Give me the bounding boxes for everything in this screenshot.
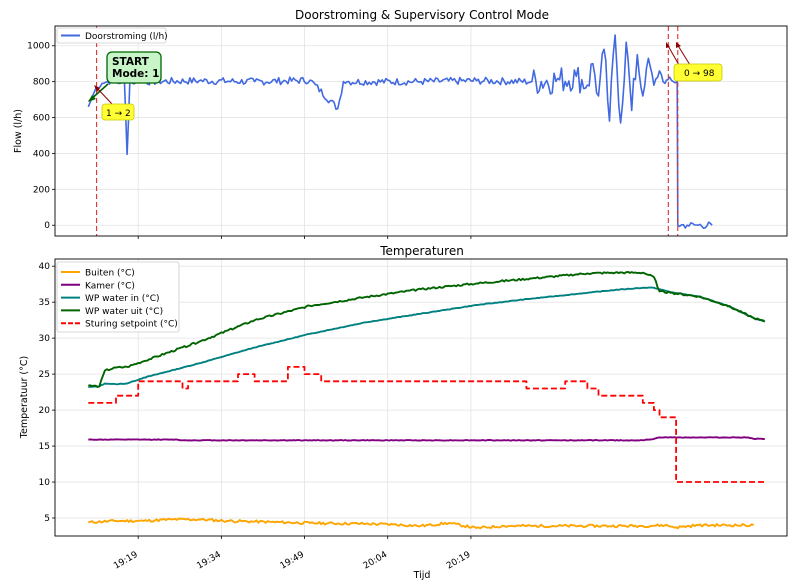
x-tick-label: 19:19 xyxy=(112,550,140,572)
temperature-series-line xyxy=(88,286,766,389)
legend-label: Kamer (°C) xyxy=(85,281,135,291)
mode-arrow xyxy=(666,43,680,66)
flow-y-tick-label: 400 xyxy=(33,149,50,159)
flow-y-tick-label: 800 xyxy=(33,78,50,88)
legend-box xyxy=(56,261,180,333)
temperature-chart: Temperaturen 5 10 15 20 25 30 35 40 19:19 19:34 1… xyxy=(19,236,788,581)
start-label-line: Mode: 1 xyxy=(112,68,159,80)
temperature-y-tick-label: 30 xyxy=(39,334,51,344)
temperature-plot-frame xyxy=(54,258,788,537)
mode-annotation: 1 → 2 xyxy=(94,85,135,121)
flow-chart-title: Doorstroming & Supervisory Control Mode xyxy=(295,8,549,22)
legend-label: Sturing setpoint (°C) xyxy=(85,320,178,330)
temperature-series-line xyxy=(88,270,766,388)
start-label-line: START xyxy=(112,56,150,68)
temperature-y-tick-label: 40 xyxy=(39,262,51,272)
start-box xyxy=(106,51,162,84)
temperature-y-label: Temperatuur (°C) xyxy=(19,356,30,439)
x-tick-label: 19:49 xyxy=(279,550,307,572)
legend-label: Buiten (°C) xyxy=(85,269,135,279)
flow-y-tick-label: 600 xyxy=(33,114,50,124)
mode-arrow-head xyxy=(94,85,100,92)
temperature-y-tick-label: 20 xyxy=(39,406,51,416)
mode-box xyxy=(101,103,135,121)
flow-plot-frame xyxy=(54,25,788,237)
legend-label: WP water in (°C) xyxy=(85,294,160,304)
flow-y-tick-label: 200 xyxy=(33,185,50,195)
temperature-series-line xyxy=(88,517,755,530)
start-arrow-head xyxy=(88,95,96,102)
mode-arrow xyxy=(676,43,691,66)
temperature-series-line xyxy=(88,366,765,483)
mode-arrow-head xyxy=(676,42,681,48)
temperature-y-tick-label: 15 xyxy=(39,442,50,452)
mode-box xyxy=(673,63,723,82)
x-tick-label: 20:19 xyxy=(445,550,473,572)
mode-arrow-head xyxy=(666,42,670,48)
temperature-y-tick-label: 35 xyxy=(39,298,50,308)
flow-legend-label: Doorstroming (l/h) xyxy=(85,32,168,42)
temperature-y-tick-label: 5 xyxy=(44,514,50,524)
x-tick-label: 19:34 xyxy=(195,550,223,572)
mode-label: 0 → 98 xyxy=(684,69,715,79)
mode-label: 1 → 2 xyxy=(106,109,131,119)
legend-label: WP water uit (°C) xyxy=(85,307,163,317)
flow-chart: Doorstroming & Supervisory Control Mode … xyxy=(13,8,788,237)
x-axis-label: Tijd xyxy=(413,570,431,581)
flow-series-line xyxy=(87,34,713,229)
flow-y-tick-label: 1000 xyxy=(27,42,50,52)
temperature-y-tick-label: 10 xyxy=(39,478,51,488)
x-tick-label: 20:04 xyxy=(362,550,390,572)
mode-annotation: 2 → 980 → 98 xyxy=(666,42,723,82)
temperature-legend: Buiten (°C) Kamer (°C) WP water in (°C) WP … xyxy=(56,261,180,333)
flow-y-label: Flow (l/h) xyxy=(13,109,24,153)
flow-y-tick-label: 0 xyxy=(44,221,50,231)
temperature-chart-title: Temperaturen xyxy=(379,244,464,258)
flow-legend: Doorstroming (l/h) xyxy=(56,27,168,44)
temperature-y-tick-label: 25 xyxy=(39,370,50,380)
temperature-series-line xyxy=(88,436,765,442)
mode-arrow xyxy=(95,86,113,105)
